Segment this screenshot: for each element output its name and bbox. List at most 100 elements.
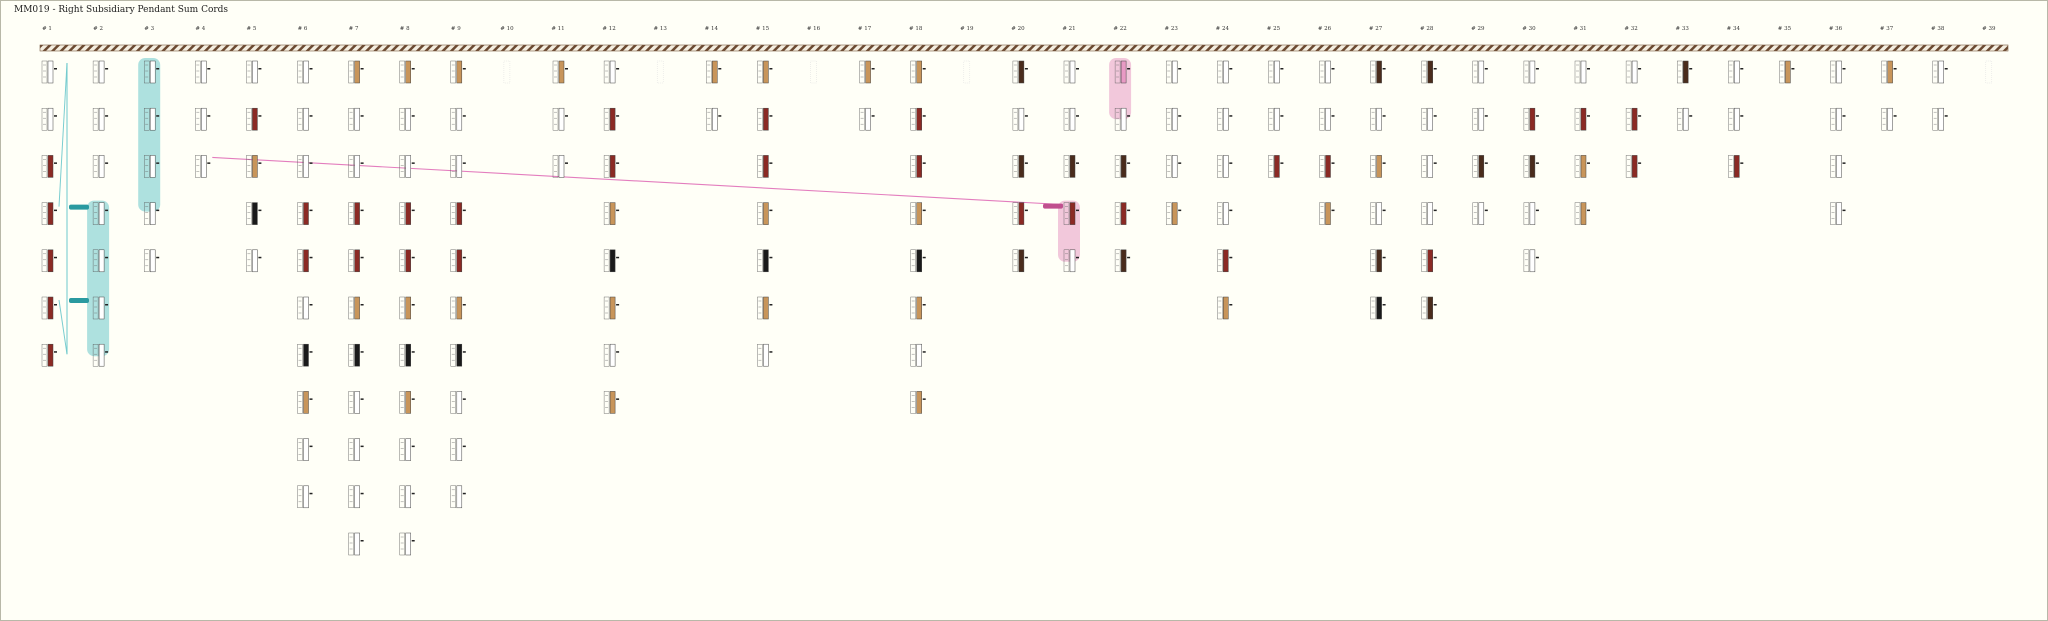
column-header: # 33 — [1676, 26, 1690, 32]
cord-knot-value — [309, 492, 313, 495]
cord-knot-value — [1893, 115, 1897, 117]
cord-label-box — [399, 344, 405, 367]
cord — [98, 155, 105, 178]
cord-knot-value — [769, 351, 773, 353]
cord-label-box — [603, 391, 610, 414]
cord — [354, 60, 360, 84]
cord — [1171, 60, 1178, 84]
cord-label-box — [348, 107, 354, 131]
cord-knot-value — [1229, 68, 1233, 70]
column-header: # 10 — [500, 26, 514, 32]
cord-label-box — [1830, 107, 1836, 131]
cord — [47, 343, 54, 367]
cord-label-box — [1063, 202, 1070, 225]
column-header: # 25 — [1267, 26, 1281, 32]
cord-label-box — [41, 202, 48, 225]
cord — [1376, 249, 1382, 273]
cord — [303, 438, 309, 461]
cord-label-box — [246, 107, 252, 131]
cord-label-box — [195, 107, 201, 131]
cord-label-box — [603, 202, 610, 225]
cord-knot-value — [54, 162, 57, 164]
cord-knot-value — [922, 209, 926, 212]
cord-label-box — [41, 344, 48, 367]
cord-knot-value — [258, 162, 262, 164]
cord-knot-value — [1842, 162, 1846, 164]
cord-label-box — [450, 155, 456, 178]
cord-label-box — [1370, 249, 1376, 273]
cord-label-box — [143, 60, 150, 84]
cord — [763, 249, 769, 273]
cord-label-box — [1370, 107, 1376, 131]
cord — [47, 249, 54, 273]
cord-label-box — [1830, 155, 1836, 178]
cord-label-box — [399, 249, 405, 273]
cord-knot-value — [1382, 209, 1386, 212]
cord — [149, 249, 156, 273]
cord-knot-value — [1178, 209, 1182, 212]
cord-label-box — [1012, 202, 1019, 225]
cord-knot-value — [411, 256, 415, 259]
cord-knot-value — [1484, 209, 1488, 212]
cord-label-box — [910, 344, 916, 367]
cord-knot-value — [922, 115, 926, 117]
cord-knot-value — [1893, 68, 1897, 70]
cord-knot-value — [1280, 68, 1284, 70]
cord-label-box — [1165, 202, 1172, 225]
cord-label-box — [757, 296, 763, 320]
cord — [98, 343, 105, 367]
cord — [1631, 155, 1638, 178]
cord-knot-value — [718, 68, 722, 70]
cord — [865, 60, 871, 84]
cord-knot-value — [309, 162, 313, 164]
cord — [763, 296, 769, 320]
cord-knot-value — [1331, 115, 1335, 117]
cord-label-box — [603, 296, 610, 320]
cord-knot-value — [1433, 68, 1437, 70]
cord-label-box — [1472, 202, 1479, 225]
cord-knot-value — [360, 68, 364, 70]
cord-label-box — [1932, 60, 1938, 84]
column-header: # 12 — [602, 26, 615, 32]
cord — [456, 249, 463, 273]
cord — [763, 107, 769, 131]
column-header: # 16 — [807, 26, 821, 32]
cord-label-box — [552, 60, 559, 84]
cord-label-box — [1830, 60, 1836, 84]
cord-knot-value — [1587, 162, 1590, 164]
cord-knot-value — [156, 256, 160, 259]
cord — [1376, 60, 1382, 84]
cord-knot-value — [360, 398, 364, 400]
cord-label-box — [348, 485, 354, 508]
cord-knot-value — [1433, 162, 1437, 164]
cord-knot-value — [769, 209, 773, 212]
cord-label-box — [859, 60, 865, 84]
primary-cord — [39, 44, 2009, 52]
cord-knot-value — [769, 162, 773, 164]
cord — [763, 60, 769, 84]
cord — [456, 391, 463, 414]
column-header: # 13 — [654, 26, 668, 32]
cord — [1069, 249, 1076, 273]
cord-label-box — [450, 107, 456, 131]
cord-knot-value — [1024, 256, 1028, 259]
column-header: # 32 — [1624, 26, 1637, 32]
cord-label-box — [1881, 107, 1887, 131]
cord-knot-value — [105, 209, 109, 212]
cord-label-box — [41, 296, 48, 320]
cord-knot-value — [1433, 115, 1437, 117]
cord-knot-value — [309, 351, 313, 353]
cord — [1018, 60, 1025, 84]
cord-label-box — [706, 107, 712, 131]
column-header: # 30 — [1522, 26, 1536, 32]
cord-knot-value — [54, 256, 57, 259]
cord — [1376, 202, 1382, 225]
cord-knot-value — [1535, 68, 1539, 70]
cord-label-box — [399, 107, 405, 131]
cord-knot-value — [922, 398, 926, 400]
cord — [456, 155, 463, 178]
cord-label-box — [1523, 155, 1530, 178]
cord-label-box — [1881, 60, 1887, 84]
cord-knot-value — [565, 162, 568, 164]
cord-label-box — [1574, 155, 1581, 178]
